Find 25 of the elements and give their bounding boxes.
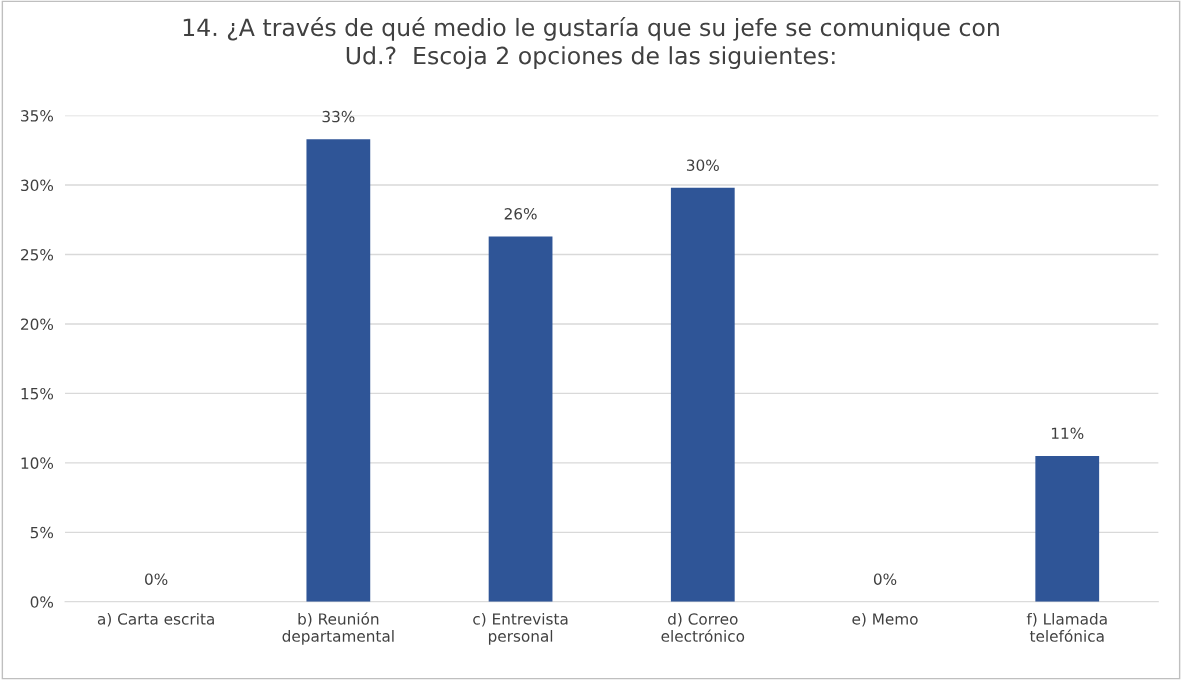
x-tick-label: d) Correo electrónico xyxy=(661,612,745,642)
bar xyxy=(670,187,735,602)
y-tick-label: 10% xyxy=(21,457,54,469)
y-tick-label: 0% xyxy=(30,596,54,608)
x-tick-label: f) Llamada telefónica xyxy=(1026,612,1107,642)
x-tick-label: c) Entrevista personal xyxy=(473,612,568,645)
y-tick-label: 25% xyxy=(21,248,54,261)
y-tick-label: 15% xyxy=(21,387,54,400)
data-label: 0% xyxy=(145,573,168,585)
y-tick-label: 20% xyxy=(21,318,54,330)
x-tick-label: e) Memo xyxy=(852,612,918,627)
data-label: 0% xyxy=(873,573,897,585)
bar xyxy=(1035,455,1100,602)
x-tick-label: b) Reunión departamental xyxy=(282,612,394,645)
y-tick-label: 30% xyxy=(21,179,54,192)
data-label: 30% xyxy=(686,159,719,171)
data-label: 11% xyxy=(1051,427,1084,440)
y-tick-label: 35% xyxy=(21,110,54,122)
bar xyxy=(306,139,371,602)
data-label: 33% xyxy=(322,110,355,123)
chart-title: 14. ¿A través de qué medio le gustaría que su jefe se comunique con Ud.? Escoja 2 opciones de las siguientes: xyxy=(183,17,999,70)
x-tick-label: a) Carta escrita xyxy=(97,612,214,627)
data-label: 26% xyxy=(504,208,537,220)
bar xyxy=(488,236,553,602)
y-tick-label: 5% xyxy=(30,526,54,539)
